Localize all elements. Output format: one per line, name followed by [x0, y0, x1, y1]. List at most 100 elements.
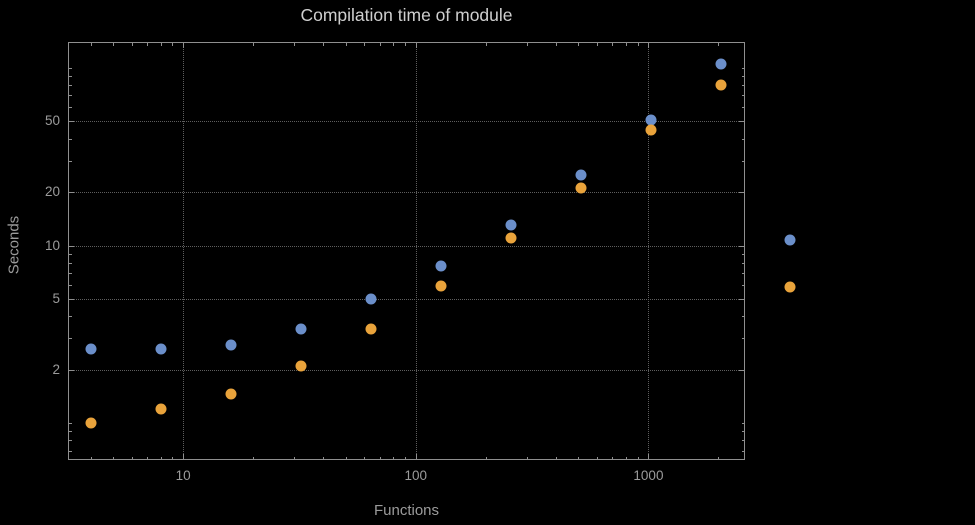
y-minor-tick — [68, 273, 72, 275]
y-minor-tick — [741, 338, 745, 340]
x-minor-tick — [90, 456, 92, 460]
y-tick — [68, 369, 74, 371]
x-minor-tick — [596, 456, 598, 460]
data-point-series-orange — [435, 280, 447, 292]
x-minor-tick — [147, 456, 149, 460]
data-point-series-blue — [155, 343, 167, 355]
x-minor-tick — [345, 456, 347, 460]
data-point-series-blue — [225, 339, 237, 351]
data-point-series-orange — [715, 79, 727, 91]
x-minor-tick — [625, 42, 627, 46]
x-tick — [183, 42, 185, 48]
y-gridline — [68, 369, 745, 371]
y-minor-tick — [741, 107, 745, 109]
y-tick — [68, 245, 74, 247]
x-minor-tick — [323, 456, 325, 460]
y-minor-tick — [68, 85, 72, 87]
x-minor-tick — [612, 42, 614, 46]
y-gridline — [68, 192, 745, 194]
y-tick-label: 10 — [44, 237, 60, 253]
data-point-series-orange — [645, 124, 657, 136]
x-minor-tick — [393, 456, 395, 460]
x-minor-tick — [526, 42, 528, 46]
x-minor-tick — [364, 42, 366, 46]
chart-title: Compilation time of module — [300, 5, 513, 25]
x-minor-tick — [345, 42, 347, 46]
x-minor-tick — [147, 42, 149, 46]
data-point-series-blue — [505, 219, 517, 231]
y-minor-tick — [741, 253, 745, 255]
x-minor-tick — [364, 456, 366, 460]
y-minor-tick — [741, 95, 745, 97]
x-minor-tick — [612, 456, 614, 460]
data-point-series-orange — [225, 388, 237, 400]
x-minor-tick — [625, 456, 627, 460]
x-minor-tick — [294, 42, 296, 46]
y-tick-label: 2 — [52, 361, 60, 377]
x-minor-tick — [405, 42, 407, 46]
y-tick — [739, 245, 745, 247]
data-point-series-orange — [295, 360, 307, 372]
y-tick — [739, 121, 745, 123]
y-minor-tick — [741, 450, 745, 452]
x-minor-tick — [526, 456, 528, 460]
x-minor-tick — [578, 42, 580, 46]
x-tick-label: 100 — [404, 468, 428, 483]
y-minor-tick — [741, 273, 745, 275]
x-gridline — [415, 42, 417, 460]
y-minor-tick — [741, 262, 745, 264]
data-point-series-blue — [575, 169, 587, 181]
y-gridline — [68, 245, 745, 247]
data-point-series-blue — [85, 343, 97, 355]
data-point-series-orange — [505, 232, 517, 244]
y-minor-tick — [741, 284, 745, 286]
x-minor-tick — [323, 42, 325, 46]
x-minor-tick — [637, 42, 639, 46]
y-gridline — [68, 299, 745, 300]
y-minor-tick — [68, 284, 72, 286]
y-minor-tick — [68, 440, 72, 442]
y-tick — [739, 369, 745, 371]
y-tick — [68, 121, 74, 123]
data-point-series-blue — [715, 58, 727, 70]
y-minor-tick — [68, 76, 72, 78]
y-tick — [68, 299, 74, 300]
data-point-series-orange — [155, 403, 167, 415]
data-point-series-blue — [645, 114, 657, 126]
y-tick — [739, 192, 745, 194]
x-tick — [648, 454, 650, 460]
data-point-series-blue — [365, 293, 377, 305]
x-minor-tick — [405, 456, 407, 460]
x-minor-tick — [131, 42, 133, 46]
y-gridline — [68, 121, 745, 123]
data-point-series-blue — [435, 260, 447, 272]
x-minor-tick — [379, 42, 381, 46]
y-minor-tick — [741, 85, 745, 87]
x-axis-label: Functions — [373, 502, 440, 519]
x-minor-tick — [555, 456, 557, 460]
x-minor-tick — [253, 42, 255, 46]
y-minor-tick — [68, 450, 72, 452]
y-minor-tick — [741, 440, 745, 442]
y-minor-tick — [68, 253, 72, 255]
x-minor-tick — [596, 42, 598, 46]
y-minor-tick — [741, 423, 745, 425]
y-minor-tick — [68, 138, 72, 140]
y-minor-tick — [68, 431, 72, 433]
data-point-series-orange — [575, 182, 587, 194]
y-minor-tick — [741, 76, 745, 78]
y-minor-tick — [68, 107, 72, 109]
y-minor-tick — [68, 95, 72, 97]
y-minor-tick — [741, 160, 745, 162]
data-point-series-blue — [295, 323, 307, 335]
x-minor-tick — [90, 42, 92, 46]
y-tick-label: 5 — [52, 291, 60, 306]
x-minor-tick — [160, 456, 162, 460]
y-tick-label: 50 — [44, 113, 60, 129]
plot-area — [68, 42, 745, 460]
y-minor-tick — [68, 67, 72, 69]
y-minor-tick — [741, 67, 745, 69]
x-tick — [183, 454, 185, 460]
y-minor-tick — [68, 316, 72, 318]
x-minor-tick — [718, 42, 720, 46]
